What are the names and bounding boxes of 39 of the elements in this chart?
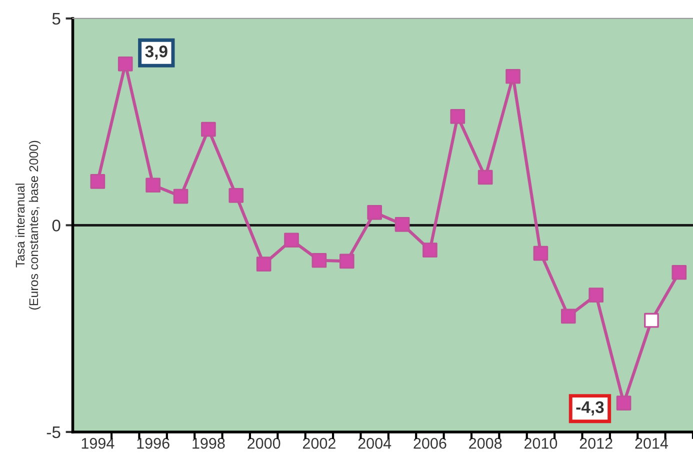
point [201, 122, 216, 137]
x-tick-label: 2012 [580, 438, 612, 449]
x-tick-label: 2002 [302, 438, 336, 449]
y-axis-title: Tasa interanual (Euros constantes, base 2000) [15, 140, 41, 310]
x-tick-label: 1996 [137, 438, 170, 449]
x-tick-label: 2006 [414, 438, 446, 449]
x-tick-label: 2000 [248, 438, 280, 449]
point [312, 252, 327, 268]
point [588, 288, 604, 303]
point [339, 254, 354, 269]
point [146, 178, 160, 193]
point [450, 109, 466, 124]
point [616, 396, 632, 410]
x-tick-label: 2008 [469, 438, 502, 449]
point [533, 246, 548, 261]
x-tick-label: 1998 [192, 438, 225, 449]
point [173, 188, 188, 204]
point [672, 264, 687, 280]
x-tick-label: 2010 [524, 438, 558, 449]
point [506, 68, 520, 84]
point [644, 312, 659, 328]
point [284, 232, 299, 248]
x-tick-label: 1994 [82, 438, 114, 449]
point [228, 188, 244, 203]
y-tick-label: 5 [52, 13, 60, 25]
annotation: -4,3 [576, 401, 604, 416]
point [118, 56, 133, 72]
y-tick-label: 0 [52, 220, 60, 232]
point [90, 174, 106, 189]
annotation: 3,9 [145, 46, 168, 60]
point [394, 216, 410, 232]
point [367, 204, 382, 220]
point [422, 242, 438, 258]
point [560, 308, 576, 324]
x-tick-label: 2014 [635, 438, 668, 449]
y-tick-label: -5 [46, 426, 60, 438]
point [478, 170, 493, 185]
x-tick-label: 2004 [358, 438, 392, 449]
point [256, 256, 272, 272]
